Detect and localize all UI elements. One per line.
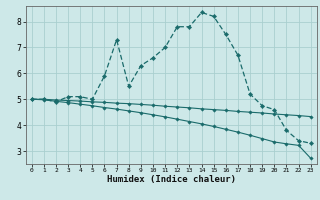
X-axis label: Humidex (Indice chaleur): Humidex (Indice chaleur) [107,175,236,184]
